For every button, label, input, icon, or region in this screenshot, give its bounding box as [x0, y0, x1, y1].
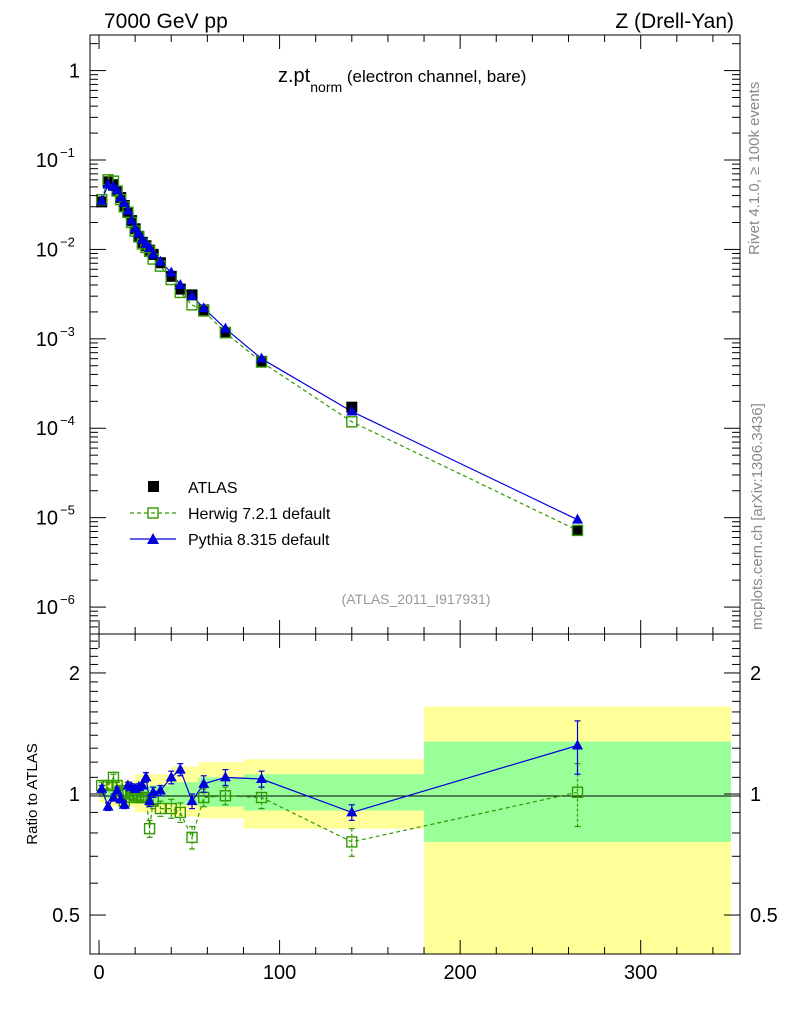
main-ytick-label: 10 — [36, 150, 58, 172]
pythia-ratio-point — [186, 795, 198, 806]
ratio-ylabel: Ratio to ATLAS — [24, 743, 41, 844]
main-ytick-label: 1 — [69, 61, 80, 83]
header-right: Z (Drell-Yan) — [615, 10, 734, 33]
legend-herwig-marker — [147, 507, 159, 519]
pythia-ratio-point — [136, 779, 148, 790]
legend: ATLAS Herwig 7.2.1 default Pythia 8.315 … — [130, 480, 331, 549]
plot-title: z.ptnorm (electron channel, bare) — [278, 65, 526, 95]
ratio-panel: 0.5 0.5 1 1 2 2 0 100 200 300 Ratio to ATLAS — [24, 633, 778, 984]
main-panel: 110−110−210−310−410−510−6 z.ptnorm (elec… — [36, 34, 741, 635]
pythia-point — [174, 278, 186, 289]
title-sub: norm — [310, 79, 342, 95]
main-ytick-exponent: −4 — [60, 413, 75, 428]
rivet-label: Rivet 4.1.0, ≥ 100k events — [746, 82, 763, 255]
pythia-point — [96, 194, 108, 205]
pythia-point — [133, 227, 145, 238]
ratio-ytick-label-right: 1 — [750, 784, 761, 806]
pythia-ratio-point — [154, 784, 166, 795]
herwig-ratio-point — [346, 836, 358, 848]
mcplots-label: mcplots.cern.ch [arXiv:1306.3436] — [749, 403, 766, 630]
herwig-ratio-point — [107, 771, 120, 784]
pythia-line — [101, 183, 578, 521]
ratio-xtick-label: 100 — [263, 962, 296, 984]
herwig-ratio-point — [165, 802, 177, 815]
herwig-ratio-point — [255, 791, 268, 804]
pythia-point — [198, 302, 210, 313]
herwig-ratio-point — [143, 822, 156, 835]
main-ytick-label: 10 — [36, 239, 58, 261]
pythia-point — [118, 197, 130, 208]
herwig-line — [101, 179, 578, 531]
analysis-watermark: (ATLAS_2011_I917931) — [342, 591, 491, 607]
pythia-ratio-point — [118, 798, 130, 809]
main-ytick-label: 10 — [36, 329, 58, 351]
main-ytick-exponent: −2 — [60, 234, 75, 249]
ratio-ytick-label-right: 2 — [750, 663, 761, 685]
pythia-ratio-point — [96, 782, 108, 793]
ratio-ytick-label: 0.5 — [52, 905, 80, 927]
pythia-ratio-point — [572, 739, 583, 750]
legend-atlas-label: ATLAS — [188, 480, 238, 497]
main-ytick-label: 10 — [36, 418, 58, 440]
pythia-ratio-point — [198, 777, 210, 788]
legend-pythia-marker — [147, 533, 159, 544]
pythia-point — [126, 214, 138, 225]
herwig-ratio-point — [154, 802, 167, 815]
header-left: 7000 GeV pp — [104, 10, 228, 33]
herwig-point — [346, 416, 358, 428]
pythia-point — [572, 513, 583, 524]
main-ytick-exponent: −3 — [60, 324, 75, 339]
pythia-point — [111, 184, 123, 195]
ratio-ytick-label: 2 — [69, 663, 80, 685]
pythia-ratio-point — [111, 784, 123, 795]
main-ytick-label: 10 — [36, 597, 58, 619]
ratio-band-inner — [243, 774, 425, 811]
ratio-ytick-label-right: 0.5 — [750, 905, 778, 927]
herwig-ratio-point — [174, 806, 186, 819]
herwig-point — [571, 524, 584, 537]
ratio-xtick-label: 0 — [93, 962, 104, 984]
pythia-point — [154, 255, 166, 266]
pythia-ratio-point — [219, 771, 231, 782]
pythia-point — [346, 405, 358, 416]
pythia-ratio-point — [144, 795, 156, 806]
main-ytick-exponent: −6 — [60, 592, 75, 607]
herwig-ratio-point — [219, 790, 232, 802]
legend-herwig-label: Herwig 7.2.1 default — [188, 506, 331, 523]
pythia-ratio-point — [140, 771, 152, 782]
atlas-point — [174, 283, 186, 295]
herwig-ratio-point — [186, 831, 198, 844]
main-ytick-exponent: −5 — [60, 503, 75, 518]
title-main: z.pt — [278, 65, 311, 87]
ratio-ytick-label: 1 — [69, 784, 80, 806]
pythia-point — [144, 241, 156, 252]
ratio-xtick-label: 200 — [443, 962, 476, 984]
pythia-point — [147, 248, 159, 259]
pythia-point — [219, 322, 231, 333]
pythia-ratio-point — [174, 763, 186, 774]
pythia-ratio-point — [102, 800, 114, 811]
atlas-point — [572, 524, 583, 536]
ratio-xtick-label: 300 — [624, 962, 657, 984]
herwig-ratio-point — [571, 786, 584, 798]
title-rest: (electron channel, bare) — [342, 67, 526, 86]
legend-pythia-label: Pythia 8.315 default — [188, 532, 330, 549]
pythia-point — [122, 204, 134, 215]
pythia-ratio-point — [256, 772, 268, 783]
pythia-point — [186, 290, 198, 301]
pythia-ratio-point — [107, 791, 119, 802]
pythia-point — [256, 352, 268, 363]
legend-atlas-marker — [148, 481, 159, 492]
pythia-ratio-point — [346, 806, 358, 817]
pythia-point — [165, 266, 177, 277]
main-ytick-label: 10 — [36, 508, 58, 530]
pythia-ratio-point — [165, 771, 177, 782]
main-ytick-exponent: −1 — [60, 145, 75, 160]
